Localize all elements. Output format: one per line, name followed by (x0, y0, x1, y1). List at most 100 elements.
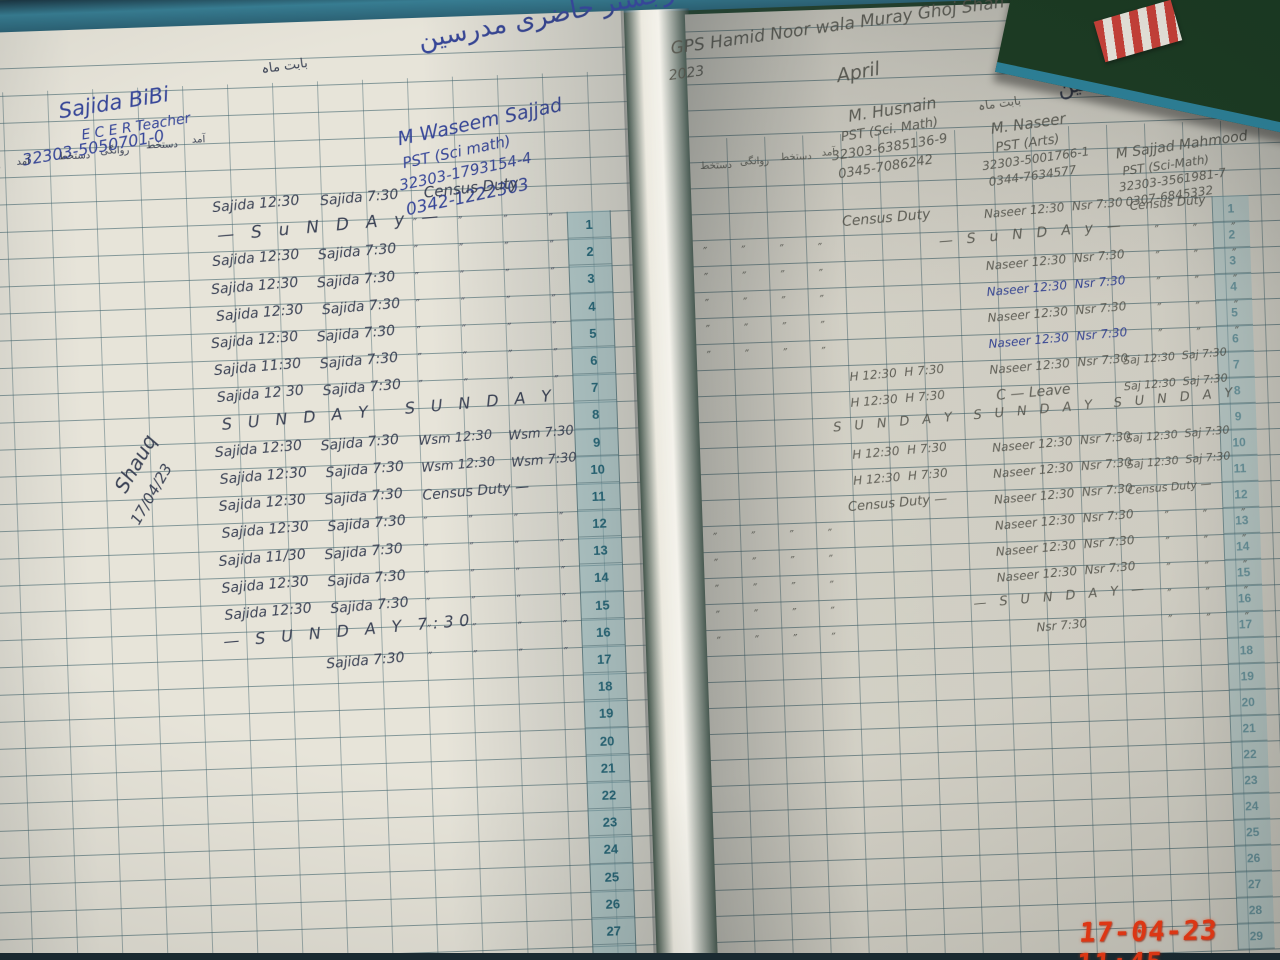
handwritten-note: ″ ″ ″ (1167, 584, 1249, 601)
handwritten-note: روانگی (100, 144, 130, 157)
handwritten-note: ″ ″ ″ ″ (423, 510, 564, 529)
handwritten-note: Sajida 12:30 (220, 573, 310, 597)
handwritten-note: ″ ″ ″ ″ (414, 265, 556, 285)
handwritten-note: Sajida 7:30 (319, 186, 400, 210)
handwritten-note: ″ ″ ″ (1166, 558, 1248, 576)
handwritten-note: ″ ″ ″ (1155, 246, 1237, 264)
handwritten-note: ″ ″ ″ ″ (417, 346, 559, 366)
handwritten-note: Naseer 12:30 Nsr 7:30 (983, 195, 1124, 222)
handwritten-note: Sajida 7:30 (316, 268, 396, 292)
handwritten-note: April (835, 57, 882, 88)
handwritten-note: ″ ″ ″ (1158, 324, 1240, 342)
handwritten-note: Sajida 12:30 (220, 518, 310, 542)
handwritten-note: ″ ″ ″ ″ (425, 563, 566, 583)
handwritten-note: ″ ″ ″ ″ (702, 240, 823, 259)
handwritten-note: Sajida 12:30 (210, 328, 299, 353)
handwritten-note: بابت ماہ (977, 93, 1022, 114)
handwritten-note: دستخط (58, 150, 91, 163)
handwritten-note: 2023 (667, 63, 706, 85)
handwritten-note: Naseer 12:30 Nsr 7:30 (985, 247, 1126, 274)
handwritten-note: دستخط (145, 139, 179, 152)
handwritten-note: H 12:30 H 7:30 (851, 439, 948, 462)
handwritten-note: Naseer 12:30 Nsr 7:30 (988, 350, 1129, 378)
handwritten-note: Naseer 12:30 Nsr 7:30 (986, 298, 1127, 326)
handwritten-note: Sajida 12:30 (223, 600, 313, 624)
handwritten-note: آمد (821, 147, 836, 159)
handwritten-note: Sajida 7:30 (321, 295, 401, 319)
handwritten-note: Sajida 12:30 (215, 301, 304, 325)
handwritten-note: Sajida 7:30 (326, 567, 407, 591)
handwritten-note: Sajida 12:30 (214, 437, 303, 462)
handwritten-note: H 12:30 H 7:30 (852, 465, 949, 488)
handwritten-note: Sajida 12 30 (216, 382, 305, 407)
handwritten-note: ″ ″ ″ ″ (714, 578, 835, 597)
handwritten-note: — S U N D A Y — (972, 581, 1150, 612)
handwritten-note: Nsr 7:30 (1035, 616, 1088, 635)
handwritten-note: Sajida 7:30 (329, 594, 410, 618)
left-page: 1 2 3 4 5 6 7 8 9 10 11 12 13 14 15 16 17 18 19 20 21 22 23 24 2… (0, 0, 677, 960)
handwritten-note: Census Duty — (1127, 477, 1213, 498)
handwritten-note: Sajida 7:30 (316, 322, 396, 346)
handwritten-note: H 12:30 H 7:30 (849, 387, 946, 410)
handwritten-note: ″ ″ ″ ″ (426, 617, 568, 637)
right-page: 1 2 3 4 5 6 7 8 9 10 11 12 13 14 15 16 17 18 19 20 21 22 23 24 2… (668, 0, 1280, 960)
handwritten-note: Wsm 12:30 (417, 427, 493, 450)
handwritten-note: دستخط (699, 159, 733, 173)
handwritten-note: ″ ″ ″ ″ (415, 292, 557, 312)
camera-timestamp: 17-04-23 11:45 (1075, 915, 1219, 960)
handwritten-note: Naseer 12:30 Nsr 7:30 (986, 273, 1126, 300)
handwritten-note: ″ ″ ″ ″ (713, 552, 834, 571)
handwritten-note: ″ ″ ″ ″ (716, 630, 837, 649)
handwritten-note: Saj 12:30 Saj 7:30 (1122, 345, 1228, 368)
handwritten-note: ″ ″ ″ ″ (416, 319, 558, 339)
handwritten-note: Naseer 12:30 Nsr 7:30 (994, 506, 1135, 533)
handwritten-note: Sajida 7:30 (319, 349, 399, 373)
handwritten-note: ″ ″ ″ ″ (715, 604, 836, 623)
handwritten-note: ″ ″ ″ ″ (427, 644, 569, 664)
handwritten-note: ″ ″ ″ ″ (706, 344, 827, 363)
handwritten-note: ″ ″ ″ (1165, 532, 1247, 550)
handwritten-note: ″ ″ ″ (1164, 506, 1246, 524)
handwritten-note: دستخط (779, 151, 812, 164)
right-page-handwriting: GPS Hamid Noor wala Muray Ghoj Shah's 202… (668, 0, 1280, 960)
handwritten-note: Census Duty — (847, 491, 948, 516)
handwritten-note: دستخط (0, 161, 1, 174)
handwritten-note: ″ ″ ″ ″ (425, 590, 567, 610)
handwritten-note: Wsm 7:30 (507, 423, 575, 444)
handwritten-note: Naseer 12:30 Nsr 7:30 (993, 480, 1134, 507)
handwritten-note: — S u N D A y — (938, 217, 1127, 250)
handwritten-note: آمد (16, 156, 31, 168)
handwritten-note: Sajida 7:30 (317, 240, 397, 264)
handwritten-note: Sajida 11:30 (213, 355, 302, 380)
handwritten-note: Sajida 7:30 (323, 485, 404, 509)
handwritten-note: روانگی (739, 155, 770, 168)
handwritten-note: ″ ″ ″ (1157, 298, 1239, 316)
handwritten-note: Naseer 12:30 Nsr 7:30 (996, 558, 1136, 585)
handwritten-note: Naseer 12:30 Nsr 7:30 (992, 454, 1133, 481)
handwritten-note: ″ ″ ″ ″ (424, 537, 565, 556)
handwritten-note: Sajida 11/30 (217, 546, 307, 571)
handwritten-note: Sajida 7:30 (323, 540, 404, 564)
handwritten-note: ″ ″ ″ ″ (705, 318, 826, 337)
book-bottom-edge (0, 953, 1280, 960)
handwritten-note: ″ ″ ″ ″ (703, 266, 824, 285)
handwritten-note: Sajida 12:30 (211, 246, 301, 271)
handwritten-note: — S u N D A y — (216, 206, 445, 246)
handwritten-note: Naseer 12:30 Nsr 7:30 (995, 532, 1136, 559)
handwritten-note: بابت ماہ (260, 55, 309, 78)
handwritten-note: Sajida 7:30 (322, 376, 402, 400)
handwritten-note: Census Duty (841, 206, 932, 231)
handwritten-note: Sajida 12:30 (210, 274, 300, 299)
handwritten-note: Sajida 7:30 (319, 431, 400, 455)
handwritten-note: ″ ″ ″ (1154, 220, 1236, 238)
handwritten-note: Wsm 7:30 (510, 450, 578, 471)
handwritten-note: Sajida 12:30 (218, 491, 307, 516)
handwritten-note: ″ ″ ″ ″ (412, 211, 554, 231)
handwritten-note: Naseer 12:30 Nsr 7:30 (991, 428, 1132, 455)
handwritten-note: Wsm 12:30 (420, 454, 496, 476)
handwritten-note: Census Duty — (421, 478, 530, 504)
handwritten-note: آمد (191, 134, 206, 146)
handwritten-note: Sajida 7:30 (324, 458, 405, 482)
handwritten-note: ″ ″ ″ (1167, 610, 1250, 627)
